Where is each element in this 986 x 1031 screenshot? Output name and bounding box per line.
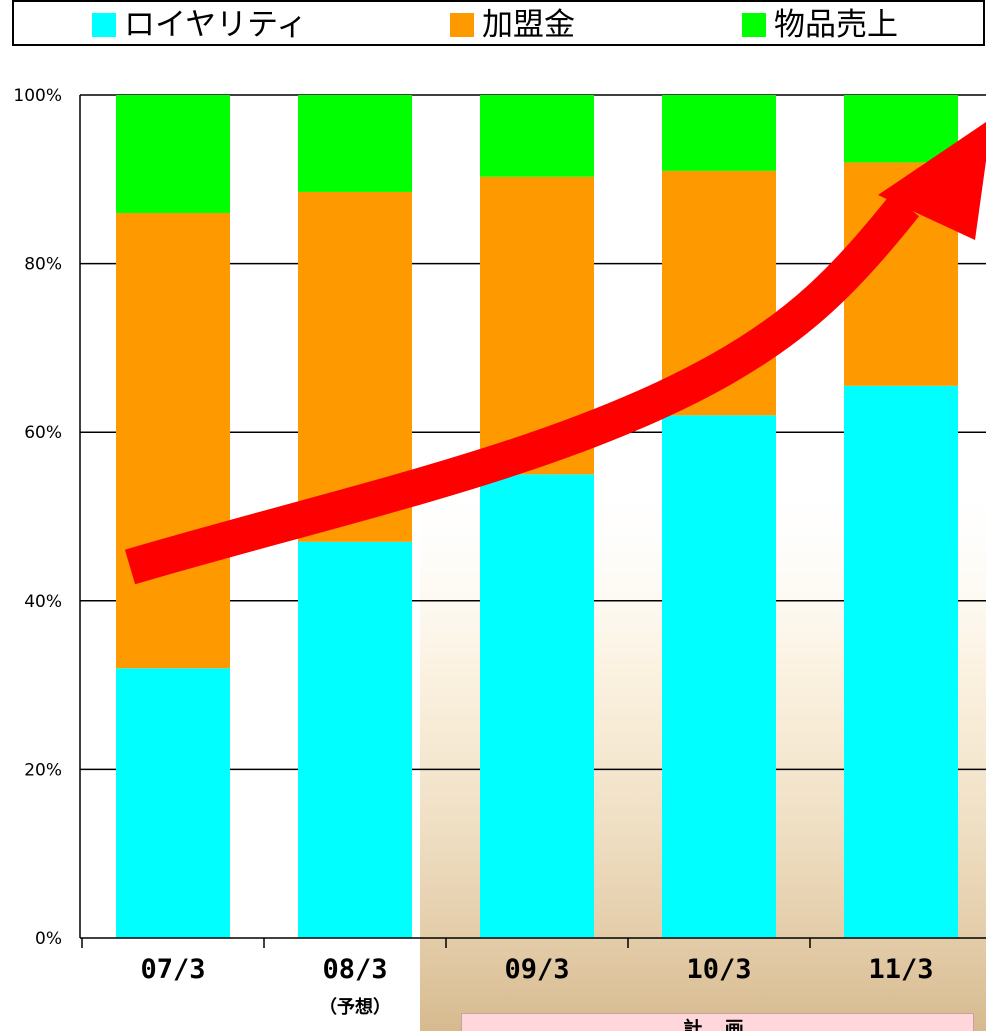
- trend-arrow-head: [878, 122, 986, 240]
- trend-arrow: [124, 122, 986, 585]
- bar-merchandise: [844, 95, 958, 163]
- legend-item-royalty: ロイヤリティ: [92, 7, 307, 43]
- plan-box: 計 画: [461, 1013, 974, 1031]
- legend-swatch-merchandise: [742, 13, 766, 37]
- bar-royalty: [298, 541, 412, 938]
- plan-label: 計 画: [683, 1018, 752, 1031]
- legend: ロイヤリティ 加盟金 物品売上: [12, 0, 985, 46]
- y-tick-label: 20%: [24, 760, 62, 780]
- bar-merchandise: [662, 95, 776, 171]
- bars: [116, 95, 958, 939]
- bar-franchise-fee: [116, 213, 230, 669]
- x-category-label: 09/3: [504, 954, 569, 985]
- legend-label-royalty: ロイヤリティ: [124, 7, 308, 43]
- x-category-label: 11/3: [868, 954, 933, 985]
- x-category-label: 07/3: [140, 954, 205, 985]
- bar-merchandise: [116, 95, 230, 214]
- y-tick-label: 60%: [24, 423, 62, 443]
- bar-royalty: [480, 474, 594, 938]
- y-tick-label: 100%: [13, 86, 62, 106]
- bar-royalty: [844, 385, 958, 939]
- legend-swatch-royalty: [92, 13, 116, 37]
- legend-label-merchandise: 物品売上: [774, 7, 898, 43]
- x-category-label: 08/3: [322, 954, 387, 985]
- bar-royalty: [116, 668, 230, 938]
- y-tick-label: 80%: [24, 255, 62, 275]
- legend-item-merchandise: 物品売上: [742, 7, 898, 43]
- legend-swatch-franchise-fee: [450, 13, 474, 37]
- axis-labels: 0% 20% 40% 60% 80% 100% 07/3 08/3 （予想） 09/3 10/3 11…: [13, 86, 933, 1018]
- bar-merchandise: [298, 95, 412, 192]
- axes: [79, 95, 986, 948]
- legend-item-franchise-fee: 加盟金: [450, 7, 575, 43]
- x-category-sublabel: （予想）: [319, 996, 391, 1018]
- bar-merchandise: [480, 95, 594, 177]
- legend-label-franchise-fee: 加盟金: [482, 7, 575, 43]
- x-category-label: 10/3: [686, 954, 751, 985]
- y-tick-label: 0%: [35, 929, 62, 949]
- bar-royalty: [662, 415, 776, 939]
- trend-arrow-shaft: [124, 193, 920, 585]
- y-tick-label: 40%: [24, 592, 62, 612]
